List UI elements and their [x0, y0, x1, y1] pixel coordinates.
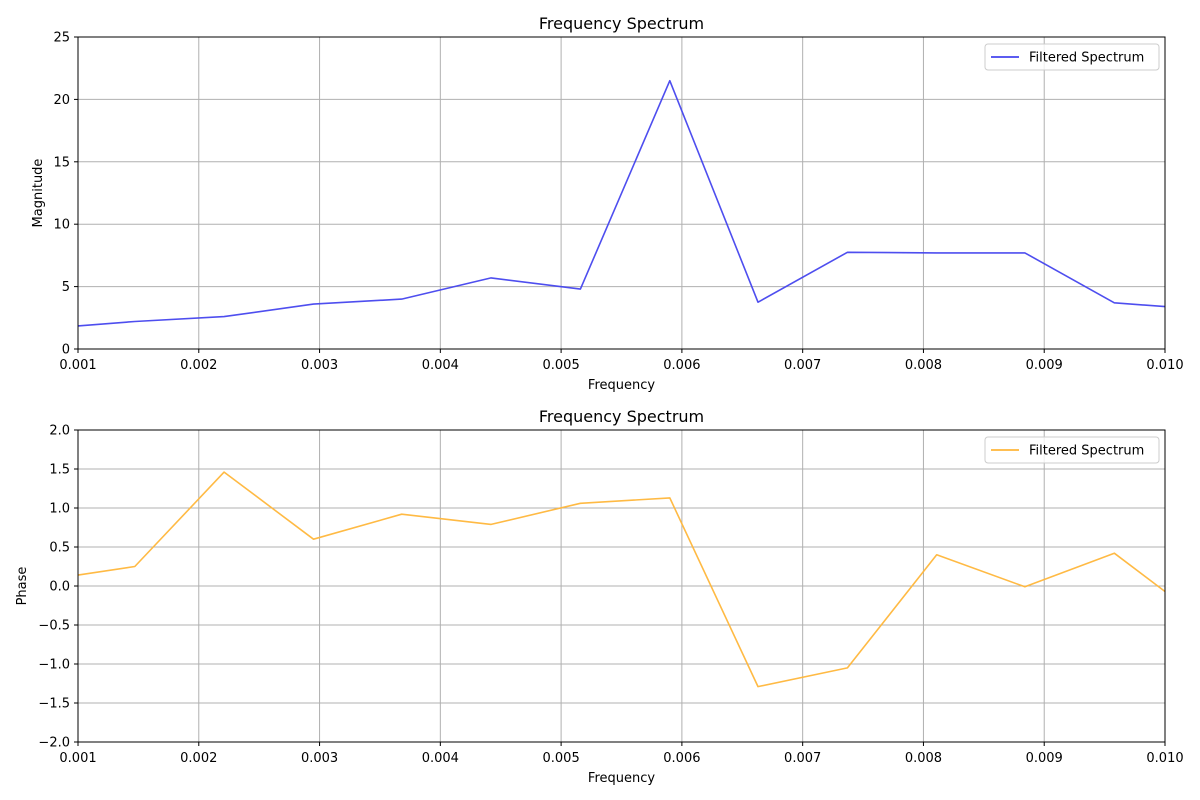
series-line-1 — [77, 79, 1166, 327]
x-tick-label: 0.003 — [301, 751, 338, 766]
legend-box — [984, 43, 1160, 71]
y-tick-label: 0 — [62, 343, 70, 358]
y-axis-label: Phase — [15, 567, 30, 606]
x-tick-label: 0.010 — [1146, 358, 1183, 373]
x-tick-label: 0.008 — [905, 358, 942, 373]
legend: Filtered Spectrum — [984, 436, 1160, 464]
x-tick-label: 0.007 — [784, 751, 821, 766]
x-tick-label: 0.004 — [422, 751, 459, 766]
chart-title: Frequency Spectrum — [539, 407, 704, 426]
y-tick-label: 10 — [53, 218, 70, 233]
x-tick-label: 0.008 — [905, 751, 942, 766]
x-tick-label: 0.005 — [543, 358, 580, 373]
chart-panel-2: 0.001 0.002 0.003 0.004 0.005 0.006 0.007 0.008… — [15, 407, 1184, 786]
x-tick-label: 0.001 — [59, 751, 96, 766]
y-tick-label: 2.0 — [49, 424, 70, 439]
y-tick-label: 5 — [62, 280, 70, 295]
y-tick-label: −1.0 — [38, 658, 70, 673]
y-tick-label: 1.0 — [49, 502, 70, 517]
legend-label: Filtered Spectrum — [1029, 444, 1144, 459]
x-tick-label: 0.001 — [59, 358, 96, 373]
x-tick-label: 0.010 — [1146, 751, 1183, 766]
series-line-1 — [77, 471, 1166, 688]
x-tick-label: 0.006 — [663, 751, 700, 766]
y-tick-label: 15 — [53, 155, 70, 170]
x-tick-label: 0.003 — [301, 358, 338, 373]
x-tick-label: 0.006 — [663, 358, 700, 373]
y-tick-label: −2.0 — [38, 736, 70, 751]
x-tick-label: 0.007 — [784, 358, 821, 373]
y-tick-label: −1.5 — [38, 697, 70, 712]
x-tick-label: 0.005 — [543, 751, 580, 766]
chart-panel-1: 0.001 0.002 0.003 0.004 0.005 0.006 0.007 0.008… — [31, 14, 1184, 393]
y-tick-label: 1.5 — [49, 463, 70, 478]
y-tick-label: −0.5 — [38, 619, 70, 634]
chart-title: Frequency Spectrum — [539, 14, 704, 33]
x-axis-label: Frequency — [588, 378, 655, 393]
legend: Filtered Spectrum — [984, 43, 1160, 71]
plot-frame — [77, 36, 1166, 350]
legend-box — [984, 436, 1160, 464]
y-tick-label: 25 — [53, 31, 70, 46]
x-tick-label: 0.002 — [180, 751, 217, 766]
x-axis-label: Frequency — [588, 771, 655, 786]
y-tick-label: 0.5 — [49, 541, 70, 556]
x-tick-label: 0.009 — [1026, 751, 1063, 766]
y-tick-label: 20 — [53, 93, 70, 108]
x-tick-label: 0.002 — [180, 358, 217, 373]
x-tick-label: 0.009 — [1026, 358, 1063, 373]
y-tick-label: 0.0 — [49, 580, 70, 595]
legend-label: Filtered Spectrum — [1029, 51, 1144, 66]
x-tick-label: 0.004 — [422, 358, 459, 373]
y-axis-label: Magnitude — [31, 159, 46, 228]
